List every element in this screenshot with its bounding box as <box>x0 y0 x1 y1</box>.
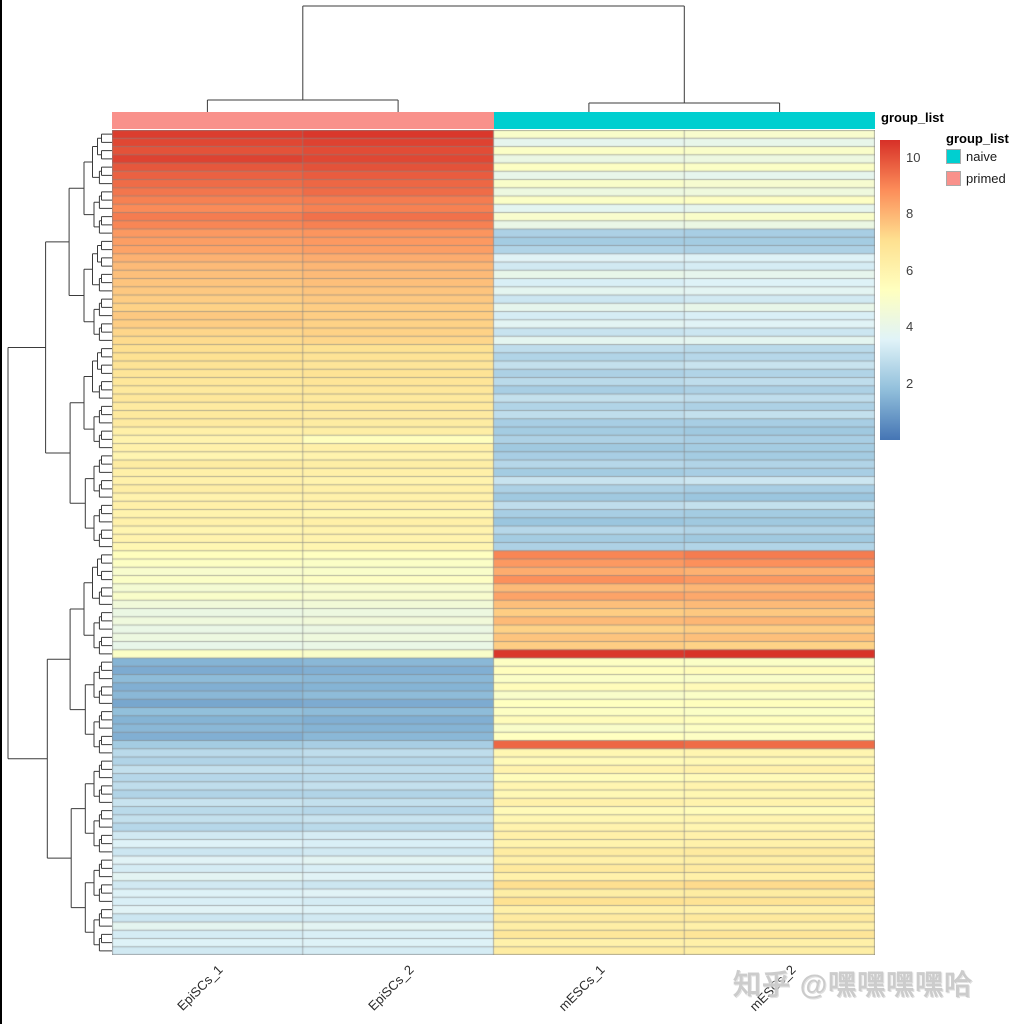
colorbar-tick-label: 8 <box>906 206 914 222</box>
annotation-title: group_list <box>881 110 944 125</box>
colorbar-tick-label: 6 <box>906 262 914 278</box>
naive-label: naive <box>966 149 998 164</box>
naive-color-swatch <box>946 149 961 164</box>
watermark-text: 知乎 @嘿嘿嘿嘿哈 <box>733 969 974 1000</box>
heatmap-canvas <box>112 130 875 955</box>
colorbar-legend <box>880 140 900 440</box>
primed-label: primed <box>966 171 1006 186</box>
annotation-bar-primed <box>112 112 494 129</box>
annotation-bar-naive <box>493 112 875 129</box>
colorbar-tick-label: 2 <box>906 375 914 391</box>
primed-color-swatch <box>946 171 961 186</box>
colorbar-tick-label: 10 <box>906 150 921 166</box>
group-legend-item-primed: primed <box>946 171 1006 187</box>
colorbar-tick-label: 4 <box>906 319 914 335</box>
left-border-line <box>0 0 2 1024</box>
group-legend-item-naive: naive <box>946 149 997 165</box>
group-legend-title: group_list <box>946 131 1009 146</box>
